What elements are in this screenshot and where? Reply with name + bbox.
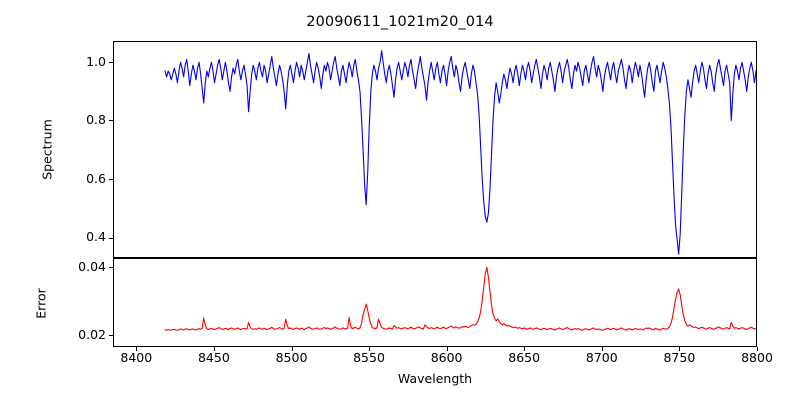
xtick-mark — [524, 347, 526, 351]
spectrum-series-svg — [114, 42, 756, 257]
xtick-label: 8500 — [275, 350, 308, 365]
xtick-label: 8600 — [430, 350, 463, 365]
error-plot-panel — [113, 258, 757, 347]
error-ytick-label: 0.04 — [78, 258, 106, 274]
xtick-mark — [136, 347, 138, 351]
spectrum-data-line — [165, 51, 756, 254]
spectrum-ytick-mark — [109, 178, 113, 180]
xtick-label: 8700 — [585, 350, 618, 365]
error-ytick-mark — [109, 266, 113, 268]
error-y-axis-label: Error — [33, 288, 49, 319]
xtick-label: 8650 — [508, 350, 541, 365]
figure-title: 20090611_1021m20_014 — [306, 14, 494, 30]
x-axis-label: Wavelength — [397, 371, 473, 386]
error-data-line — [165, 267, 756, 330]
xtick-mark — [679, 347, 681, 351]
xtick-mark — [446, 347, 448, 351]
spectrum-y-axis-label: Spectrum — [39, 119, 55, 180]
xtick-label: 8750 — [663, 350, 696, 365]
spectrum-ytick-mark — [109, 120, 113, 122]
spectrum-plot-panel — [113, 41, 757, 258]
spectrum-ytick-mark — [109, 61, 113, 63]
xtick-mark — [601, 347, 603, 351]
spectrum-ytick-label: 0.6 — [86, 170, 106, 186]
xtick-mark — [291, 347, 293, 351]
error-ytick-mark — [109, 335, 113, 337]
xtick-label: 8800 — [741, 350, 773, 365]
error-series-svg — [114, 259, 756, 346]
xtick-mark — [757, 347, 759, 351]
spectrum-ytick-mark — [109, 237, 113, 239]
error-ytick-label: 0.02 — [78, 327, 106, 343]
spectrum-ytick-label: 1.0 — [86, 53, 106, 69]
xtick-label: 8450 — [197, 350, 230, 365]
xtick-mark — [213, 347, 215, 351]
xtick-label: 8550 — [353, 350, 385, 365]
spectrum-ytick-label: 0.4 — [86, 229, 106, 245]
spectrum-ytick-label: 0.8 — [86, 112, 106, 128]
xtick-label: 8400 — [120, 350, 153, 365]
xtick-mark — [369, 347, 371, 351]
